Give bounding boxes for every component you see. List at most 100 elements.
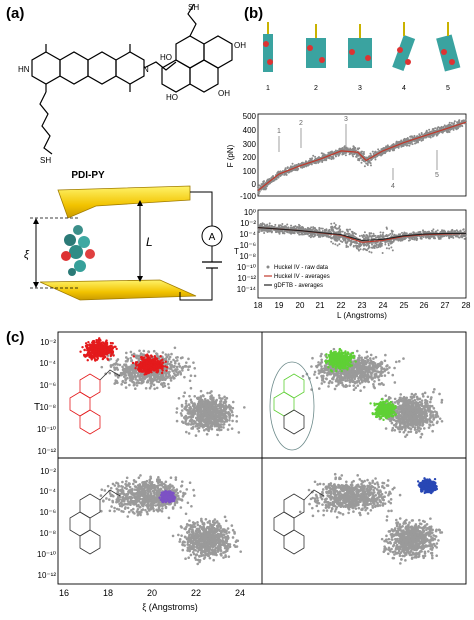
transmission-point bbox=[321, 229, 324, 232]
force-point bbox=[320, 152, 323, 155]
snapshot-row: 1 2 3 4 5 bbox=[263, 22, 461, 92]
force-point bbox=[265, 185, 268, 188]
force-point bbox=[355, 155, 358, 158]
c-background-point bbox=[124, 378, 127, 382]
c-background-point bbox=[190, 418, 194, 422]
b-xticks: 18 19 20 21 22 23 24 25 26 27 28 bbox=[254, 301, 471, 310]
c-background-point bbox=[178, 365, 181, 368]
force-point bbox=[296, 169, 299, 172]
force-point bbox=[443, 124, 446, 127]
transmission-point bbox=[343, 231, 346, 234]
c-background-point bbox=[184, 399, 188, 403]
c-background-point bbox=[138, 349, 141, 353]
c-background-point bbox=[196, 418, 199, 422]
transmission-point bbox=[450, 235, 453, 238]
force-point bbox=[310, 163, 313, 166]
c-highlight-point bbox=[105, 341, 109, 344]
force-point bbox=[425, 131, 428, 134]
transmission-point bbox=[351, 231, 354, 234]
c-background-point bbox=[124, 381, 128, 384]
trans-ytick-7: 10⁻¹⁴ bbox=[237, 285, 257, 294]
snapshot-1 bbox=[263, 22, 273, 72]
c-background-point bbox=[173, 360, 177, 363]
c-background-point bbox=[164, 353, 168, 356]
force-point bbox=[365, 162, 368, 165]
force-point bbox=[306, 164, 309, 167]
c-background-point bbox=[205, 432, 209, 436]
c-highlight-point bbox=[113, 345, 116, 349]
force-point bbox=[287, 171, 290, 174]
c-background-point bbox=[140, 374, 143, 378]
c-highlight-point bbox=[106, 357, 109, 360]
transmission-point bbox=[312, 226, 315, 229]
transmission-point bbox=[321, 227, 324, 230]
c-background-point bbox=[132, 370, 135, 374]
c-background-point bbox=[135, 384, 139, 387]
force-point bbox=[427, 135, 430, 138]
transmission-point bbox=[310, 233, 313, 236]
force-point bbox=[292, 168, 295, 171]
transmission-legend: Huckel IV - raw data Huckel IV - average… bbox=[264, 265, 330, 289]
transmission-point bbox=[347, 233, 350, 236]
panel-b: (b) bbox=[226, 5, 471, 320]
c-background-point bbox=[171, 375, 175, 378]
transmission-point bbox=[374, 236, 377, 239]
c-background-point bbox=[185, 408, 189, 412]
force-point bbox=[409, 142, 412, 145]
c-background-point bbox=[194, 434, 198, 437]
c-background-point bbox=[187, 410, 191, 414]
transmission-point bbox=[335, 231, 338, 234]
transmission-point bbox=[387, 242, 390, 245]
force-point bbox=[268, 182, 271, 185]
c-background-point bbox=[231, 400, 235, 404]
transmission-point bbox=[368, 232, 371, 235]
transmission-point bbox=[445, 234, 448, 237]
c-background-point bbox=[156, 376, 160, 379]
force-marker-1: 1 bbox=[277, 128, 281, 135]
transmission-point bbox=[390, 246, 393, 249]
c-background-point bbox=[133, 387, 137, 391]
c-background-point bbox=[211, 406, 215, 409]
c-background-point bbox=[173, 364, 176, 368]
transmission-point bbox=[274, 229, 277, 232]
transmission-point bbox=[379, 234, 382, 237]
transmission-point bbox=[399, 237, 402, 240]
transmission-point bbox=[442, 229, 445, 232]
snapshot-label-1: 1 bbox=[266, 85, 270, 92]
transmission-point bbox=[391, 232, 394, 235]
c-background-point bbox=[201, 394, 205, 397]
transmission-point bbox=[435, 230, 438, 233]
force-point bbox=[458, 119, 461, 122]
c-background-point bbox=[222, 401, 226, 405]
force-point bbox=[370, 158, 373, 161]
force-point bbox=[368, 161, 371, 164]
c-highlight-point bbox=[88, 352, 92, 355]
force-point bbox=[356, 147, 359, 150]
c-background-point bbox=[225, 420, 229, 423]
transmission-point bbox=[366, 235, 369, 238]
c-background-point bbox=[168, 355, 172, 359]
c-background-point bbox=[169, 366, 173, 369]
c-background-point bbox=[160, 382, 163, 386]
c-highlight-point bbox=[100, 352, 103, 356]
c-background-point bbox=[185, 361, 188, 364]
force-point bbox=[334, 155, 337, 158]
c-background-point bbox=[226, 428, 230, 431]
snapshot-4 bbox=[392, 22, 416, 71]
c-background-point bbox=[169, 360, 173, 364]
c-background-point bbox=[225, 396, 229, 400]
c-background-point bbox=[209, 410, 212, 414]
force-point bbox=[455, 125, 458, 128]
c-background-point bbox=[169, 379, 173, 382]
transmission-point bbox=[283, 229, 286, 232]
c-highlight-point bbox=[99, 355, 102, 358]
c-background-point bbox=[193, 410, 197, 413]
b-xtick-1: 19 bbox=[275, 301, 284, 310]
transmission-point bbox=[330, 240, 333, 243]
transmission-point bbox=[432, 228, 435, 231]
force-point bbox=[333, 150, 336, 153]
force-point bbox=[464, 119, 467, 122]
transmission-point bbox=[263, 225, 266, 228]
c-background-point bbox=[152, 349, 156, 353]
transmission-point bbox=[335, 227, 338, 230]
